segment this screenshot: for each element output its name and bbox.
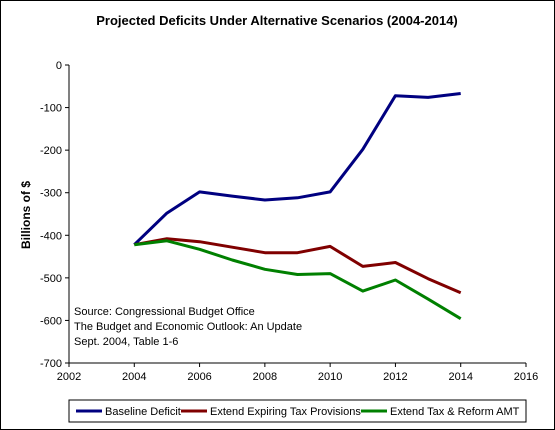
x-tick-label: 2008 (253, 371, 277, 383)
series-lines (133, 92, 462, 320)
y-tick-label: -500 (40, 273, 62, 285)
y-tick-label: 0 (56, 60, 62, 72)
legend-label-extend-tax: Extend Expiring Tax Provisions (210, 406, 361, 418)
y-tick-label: -200 (40, 145, 62, 157)
legend-label-baseline: Baseline Deficit (105, 406, 181, 418)
x-tick-label: 2014 (448, 371, 472, 383)
annotation-line: The Budget and Economic Outlook: An Upda… (74, 321, 302, 333)
chart-title: Projected Deficits Under Alternative Sce… (96, 13, 458, 28)
x-tick-label: 2006 (187, 371, 211, 383)
x-tick-label: 2010 (318, 371, 342, 383)
legend: Baseline Deficit Extend Expiring Tax Pro… (68, 399, 527, 423)
plot-area (68, 65, 526, 364)
x-axis: 2002 2004 2006 2008 2010 2012 2014 2016 (57, 363, 538, 383)
y-tick-label: -700 (40, 358, 62, 370)
x-tick-label: 2002 (57, 371, 81, 383)
annotation-line: Source: Congressional Budget Office (74, 306, 255, 318)
y-tick-label: -400 (40, 230, 62, 242)
y-tick-label: -100 (40, 103, 62, 115)
series-line-extend-tax-reform-amt (134, 239, 462, 320)
legend-box (68, 399, 527, 423)
annotation-line: Sept. 2004, Table 1-6 (74, 336, 178, 348)
y-axis-label: Billions of $ (19, 181, 33, 249)
x-tick-label: 2012 (383, 371, 407, 383)
y-tick-label: -300 (40, 188, 62, 200)
x-tick-label: 2016 (514, 371, 538, 383)
series-line-baseline-deficit (133, 92, 461, 246)
x-tick-label: 2004 (122, 371, 146, 383)
y-tick-label: -600 (40, 315, 62, 327)
legend-label-reform-amt: Extend Tax & Reform AMT (390, 406, 520, 418)
source-annotation: Source: Congressional Budget Office The … (74, 306, 302, 348)
series-line-extend-expiring-tax-provisions (134, 237, 462, 295)
y-axis: 0 -100 -200 -300 -400 -500 -600 -700 (40, 60, 69, 370)
